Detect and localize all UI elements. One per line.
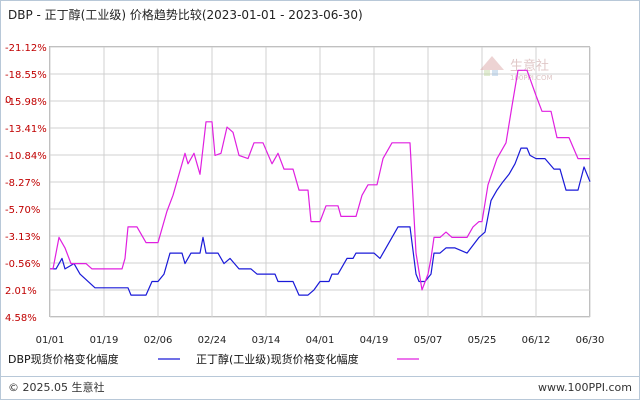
y-axis: 4.58% 2.01% -0.56% -3.13% -5.70% -8.27% -10.84… [5,43,47,324]
x-tick-label: 04/19 [360,335,389,346]
chart-title: DBP - 正丁醇(工业级) 价格趋势比较(2023-01-01 - 2023-… [8,7,363,22]
legend-label-nba: 正丁醇(工业级)现货价格变化幅度 [196,352,359,366]
x-tick-label: 02/06 [144,335,173,346]
y-tick-label: -10.84% [5,151,47,162]
x-tick-label: 02/24 [198,335,227,346]
series-line-nba [50,69,590,291]
watermark-url: 100PPI.COM [510,74,553,82]
y-tick-label: 4.58% [5,313,37,324]
y-tick-label: -0.56% [5,259,40,270]
x-tick-label: 01/19 [90,335,119,346]
x-tick-label: 05/07 [414,335,443,346]
y-tick-label: 2.01% [5,286,37,297]
x-tick-label: 06/12 [522,335,551,346]
series-layer [50,69,591,296]
footer-copyright: © 2025.05 生意社 [8,380,104,394]
x-tick-label: 04/01 [306,335,335,346]
x-axis: 01/01 01/19 02/06 02/24 03/14 04/01 04/19 05/07… [36,335,605,346]
y-tick-label: -15.98% [5,97,47,108]
x-tick-label: 05/25 [468,335,497,346]
y-tick-label: -21.12% [5,43,47,54]
y-tick-label: -8.27% [5,178,40,189]
x-tick-label: 06/30 [576,335,605,346]
x-tick-label: 01/01 [36,335,65,346]
y-tick-label: -18.55% [5,70,47,81]
x-tick-label: 03/14 [252,335,281,346]
watermark-name: 生意社 [510,58,549,74]
series-line-dbp [50,147,591,296]
y-tick-label: -3.13% [5,232,40,243]
y-tick-label: -5.70% [5,205,40,216]
y-tick-label: -13.41% [5,124,47,135]
footer-url: www.100PPI.com [538,381,632,394]
legend: DBP现货价格变化幅度 正丁醇(工业级)现货价格变化幅度 [8,352,419,366]
watermark-logo-icon [480,56,504,76]
legend-label-dbp: DBP现货价格变化幅度 [8,352,119,366]
y-zero-label: 0 [5,95,11,106]
